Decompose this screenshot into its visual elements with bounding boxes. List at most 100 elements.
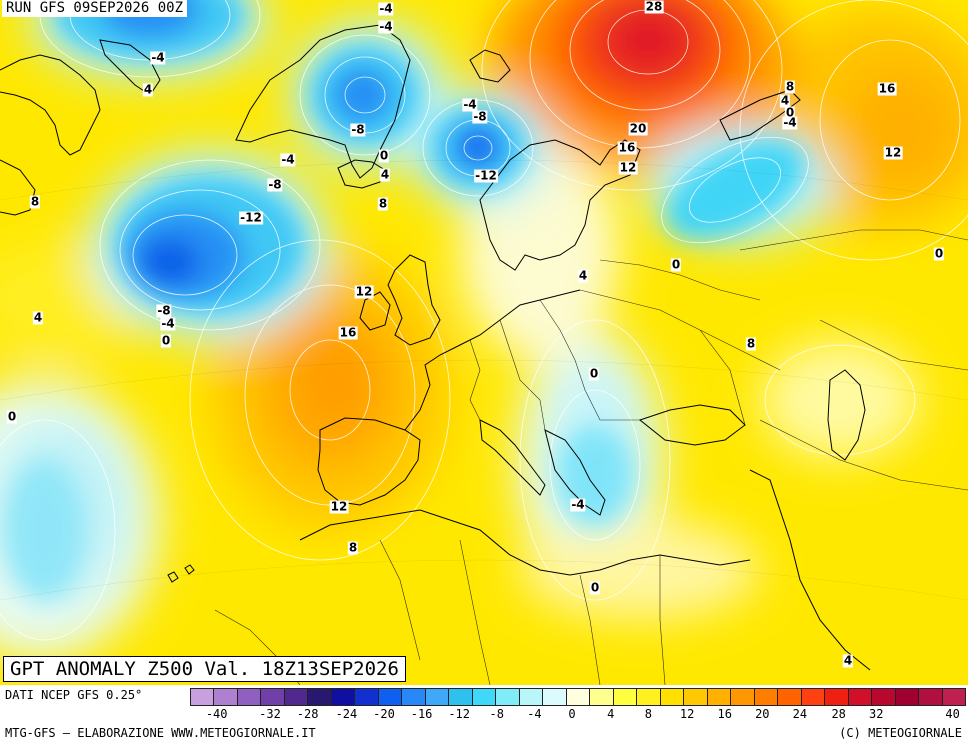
- coastlines: [0, 24, 871, 671]
- contour-label: -12: [474, 168, 498, 183]
- contour-label: 4: [379, 167, 391, 182]
- colorbar-swatch: [424, 688, 449, 706]
- copyright-label: (C) METEOGIORNALE: [839, 726, 962, 740]
- colorbar-tick-label: 0: [568, 707, 576, 721]
- contour-lines: [0, 0, 968, 641]
- credit-label: MTG-GFS – ELABORAZIONE WWW.METEOGIORNALE…: [5, 726, 316, 740]
- contour-label: -8: [350, 122, 366, 137]
- colorbar-swatch: [260, 688, 284, 706]
- contour-label: 0: [588, 366, 600, 381]
- colorbar-swatch: [800, 688, 825, 706]
- contour-label: 0: [933, 246, 945, 261]
- colorbar-swatch: [377, 688, 402, 706]
- run-label: RUN GFS 09SEP2026 00Z: [2, 0, 188, 17]
- colorbar-swatch: [706, 688, 731, 706]
- colorbar-swatch: [894, 688, 919, 706]
- colorbar-swatch: [824, 688, 848, 706]
- contour-label: 12: [354, 284, 374, 299]
- colorbar-swatch: [283, 688, 308, 706]
- colorbar-swatch: [495, 688, 519, 706]
- colorbar-swatch: [213, 688, 237, 706]
- contour-label: 0: [589, 580, 601, 595]
- contour-label: -12: [239, 210, 263, 225]
- contour-label: 4: [142, 82, 154, 97]
- colorbar-tick-label: 40: [945, 707, 960, 721]
- contour-label: 0: [378, 148, 390, 163]
- colorbar-tick-label: 20: [755, 707, 770, 721]
- colorbar-tick-label: 12: [679, 707, 695, 721]
- colorbar-tick-label: -4: [527, 707, 542, 721]
- colorbar-tick-label: 28: [831, 707, 846, 721]
- colorbar-swatch: [471, 688, 496, 706]
- colorbar-swatch: [589, 688, 613, 706]
- colorbar-swatch: [236, 688, 261, 706]
- contour-label: 8: [784, 79, 796, 94]
- colorbar-tick-label: -16: [410, 707, 433, 721]
- contour-label: 8: [347, 540, 359, 555]
- contour-label: -4: [378, 1, 394, 16]
- contour-label: 8: [377, 196, 389, 211]
- colorbar-tick-label: 4: [607, 707, 615, 721]
- contour-label: 0: [6, 409, 18, 424]
- z500-anomaly-map: [0, 0, 968, 685]
- colorbar-swatch: [659, 688, 684, 706]
- contour-label: 12: [329, 499, 349, 514]
- colorbar-swatch: [683, 688, 707, 706]
- contour-label: 4: [842, 653, 854, 668]
- colorbar-swatch: [354, 688, 378, 706]
- contour-label: -8: [156, 303, 172, 318]
- contour-label: 4: [32, 310, 44, 325]
- colorbar-tick-label: -40: [205, 707, 228, 721]
- colorbar-tick-label: -20: [373, 707, 395, 721]
- colorbar-swatch: [307, 688, 331, 706]
- contour-label: -4: [280, 152, 296, 167]
- contour-label: 20: [628, 121, 648, 136]
- contour-label: -4: [782, 115, 798, 130]
- graticule: [0, 159, 968, 601]
- contour-label: 16: [877, 81, 897, 96]
- colorbar-swatch: [448, 688, 472, 706]
- contour-label: 12: [883, 145, 903, 160]
- negative-anomaly-cores: [5, 0, 804, 600]
- contour-label: 12: [618, 160, 638, 175]
- legend-footer: DATI NCEP GFS 0.25° -40 -32 -28 -24 -20 -16 -1…: [0, 685, 968, 745]
- colorbar-swatch: [777, 688, 801, 706]
- colorbar-tick-label: -28: [296, 707, 319, 721]
- colorbar-swatch: [190, 688, 214, 706]
- colorbar-swatch: [330, 688, 355, 706]
- contour-label: 0: [160, 333, 172, 348]
- colorbar-tick-label: 8: [644, 707, 652, 721]
- colorbar-ticks: -40 -32 -28 -24 -20 -16 -12 -8 -4 0 4 8 12 16 20 24 28 32…: [190, 707, 966, 723]
- contour-label: -4: [462, 97, 478, 112]
- colorbar-swatch: [612, 688, 637, 706]
- colorbar-swatch: [636, 688, 660, 706]
- contour-label: -4: [378, 19, 394, 34]
- colorbar-swatch: [753, 688, 778, 706]
- colorbar-tick-label: 32: [869, 707, 884, 721]
- data-source-label: DATI NCEP GFS 0.25°: [5, 688, 143, 702]
- contour-label: 8: [745, 336, 757, 351]
- colorbar-tick-label: -32: [259, 707, 281, 721]
- colorbar-tick-label: -8: [489, 707, 504, 721]
- contour-label: -8: [472, 109, 488, 124]
- colorbar-swatch: [542, 688, 566, 706]
- contour-label: -4: [160, 316, 176, 331]
- colorbar-tick-label: -24: [335, 707, 358, 721]
- colorbar: [190, 688, 966, 706]
- contour-label: 8: [29, 194, 41, 209]
- contour-label: 4: [577, 268, 589, 283]
- colorbar-swatch: [918, 688, 942, 706]
- colorbar-tick-label: 24: [792, 707, 808, 721]
- colorbar-swatch: [730, 688, 754, 706]
- map-title: GPT ANOMALY Z500 Val. 18Z13SEP2026: [3, 656, 406, 682]
- contour-label: 16: [338, 325, 358, 340]
- contour-label: -4: [570, 497, 586, 512]
- contour-label: 28: [644, 0, 664, 14]
- colorbar-swatch: [847, 688, 872, 706]
- contour-label: 4: [779, 93, 791, 108]
- contour-label: 16: [617, 140, 637, 155]
- contour-label: 0: [670, 257, 682, 272]
- colorbar-swatch: [565, 688, 590, 706]
- colorbar-swatch: [871, 688, 895, 706]
